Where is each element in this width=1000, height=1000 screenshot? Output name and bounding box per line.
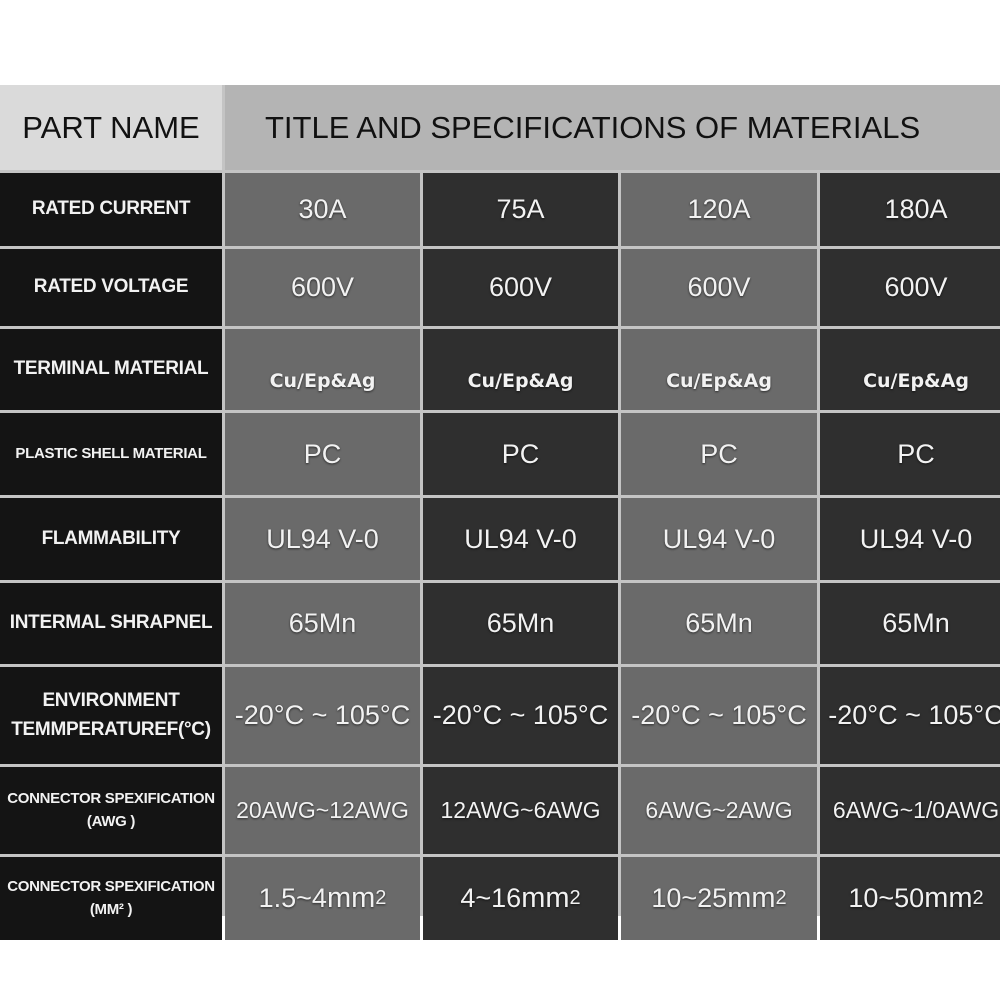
spec-value-cell: 65Mn — [225, 583, 420, 664]
spec-value-cell: 65Mn — [621, 583, 817, 664]
row-label: TERMINAL MATERIAL — [0, 329, 222, 410]
row-label-text: RATED CURRENT — [31, 198, 191, 220]
spec-value-cell: PC — [621, 413, 817, 495]
spec-value-cell: UL94 V-0 — [621, 498, 817, 580]
spec-value-cell: -20°C ~ 105°C — [423, 667, 618, 764]
spec-value-num: 10~50 — [848, 883, 925, 913]
spec-value-cell: 600V — [621, 249, 817, 326]
spec-value-cell: 10~25 mm 2 — [621, 857, 817, 940]
spec-value-cell: 30A — [225, 173, 420, 246]
row-label-text: RATED VOLTAGE — [33, 276, 189, 298]
spec-value-cell: UL94 V-0 — [820, 498, 1000, 580]
row-label-text: PLASTIC SHELL MATERIAL — [15, 444, 207, 462]
header-title: TITLE AND SPECIFICATIONS OF MATERIALS — [225, 85, 1000, 170]
row-label: CONNECTOR SPEXIFICATION (AWG ) — [0, 767, 222, 854]
spec-value-cell: 600V — [225, 249, 420, 326]
spec-value-cell: PC — [225, 413, 420, 495]
row-label: RATED VOLTAGE — [0, 249, 222, 326]
spec-value-unit: mm — [727, 882, 776, 914]
spec-value-cell: 6AWG~1/0AWG — [820, 767, 1000, 854]
spec-value-cell: 75A — [423, 173, 618, 246]
row-label-text: ENVIRONMENT — [42, 690, 180, 711]
spec-value-cell: 10~50 mm 2 — [820, 857, 1000, 940]
row-label: PLASTIC SHELL MATERIAL — [0, 413, 222, 495]
spec-value-unit: mm — [924, 882, 973, 914]
row-label-text: INTERMAL SHRAPNEL — [9, 612, 213, 634]
spec-value-cell: 12AWG~6AWG — [423, 767, 618, 854]
row-label-text: CONNECTOR SPEXIFICATION — [7, 790, 215, 807]
spec-value-sup: 2 — [775, 887, 787, 909]
spec-value-cell: PC — [423, 413, 618, 495]
row-label: FLAMMABILITY — [0, 498, 222, 580]
spec-value-cell: -20°C ~ 105°C — [621, 667, 817, 764]
spec-value-cell: -20°C ~ 105°C — [820, 667, 1000, 764]
spec-value-cell: 65Mn — [820, 583, 1000, 664]
row-label: RATED CURRENT — [0, 173, 222, 246]
spec-value-cell: 1.5~4 mm 2 — [225, 857, 420, 940]
spec-value-num: 10~25 — [651, 883, 728, 913]
row-label-subtext: TEMMPERATUREF(°C) — [11, 718, 211, 740]
spec-value-cell: -20°C ~ 105°C — [225, 667, 420, 764]
spec-value-sup: 2 — [972, 887, 984, 909]
spec-value-unit: mm — [521, 882, 570, 914]
row-label: ENVIRONMENT TEMMPERATUREF(°C) — [0, 667, 222, 764]
row-label: CONNECTOR SPEXIFICATION (MM² ) — [0, 857, 222, 940]
spec-value-cell: 20AWG~12AWG — [225, 767, 420, 854]
spec-value-sup: 2 — [569, 887, 581, 909]
spec-table: PART NAME TITLE AND SPECIFICATIONS OF MA… — [0, 85, 1000, 940]
spec-value-unit: mm — [326, 882, 376, 914]
header-part-name: PART NAME — [0, 85, 222, 170]
spec-value-cell: 180A — [820, 173, 1000, 246]
spec-value-cell: Cu/Ep&Ag — [621, 329, 817, 410]
row-label: INTERMAL SHRAPNEL — [0, 583, 222, 664]
spec-value-cell: 120A — [621, 173, 817, 246]
spec-value-cell: PC — [820, 413, 1000, 495]
spec-value-sup: 2 — [375, 887, 387, 909]
row-label-text: FLAMMABILITY — [41, 527, 181, 549]
row-label-subtext: (AWG ) — [86, 812, 136, 830]
spec-value-num: 4~16 — [460, 883, 522, 913]
spec-value-cell: UL94 V-0 — [423, 498, 618, 580]
spec-value-cell: 4~16 mm 2 — [423, 857, 618, 940]
spec-value-cell: 6AWG~2AWG — [621, 767, 817, 854]
spec-value-cell: 65Mn — [423, 583, 618, 664]
spec-value-cell: Cu/Ep&Ag — [820, 329, 1000, 410]
spec-value-cell: UL94 V-0 — [225, 498, 420, 580]
spec-value-cell: Cu/Ep&Ag — [225, 329, 420, 410]
spec-value-cell: 600V — [423, 249, 618, 326]
spec-value-num: 1.5~4 — [258, 883, 327, 913]
spec-value-cell: 600V — [820, 249, 1000, 326]
row-label-text: TERMINAL MATERIAL — [13, 358, 209, 380]
spec-value-cell: Cu/Ep&Ag — [423, 329, 618, 410]
row-label-text: CONNECTOR SPEXIFICATION — [7, 878, 215, 895]
row-label-subtext: (MM² ) — [89, 900, 133, 918]
